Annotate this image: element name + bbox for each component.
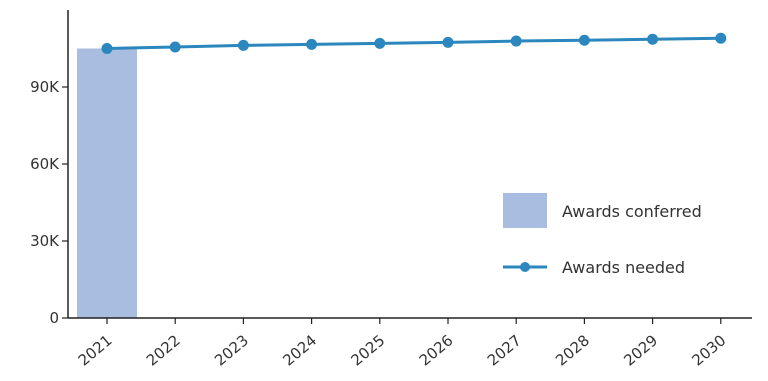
y-ticks: 0 30K 60K 90K <box>30 78 68 327</box>
legend-marker-awards-needed <box>520 262 530 272</box>
legend-swatch-awards-conferred <box>503 193 547 228</box>
x-tick-label: 2025 <box>348 331 389 369</box>
x-tick-label: 2030 <box>689 331 730 369</box>
x-tick-label: 2026 <box>416 331 457 369</box>
x-tick-label: 2024 <box>279 331 320 369</box>
x-ticks: 2021 2022 2023 2024 2025 2026 2027 2028 2029 2030 <box>75 318 730 370</box>
legend-label-awards-conferred: Awards conferred <box>562 202 702 221</box>
point-awards-needed <box>715 32 727 44</box>
point-awards-needed <box>169 41 181 53</box>
point-awards-needed <box>578 34 590 46</box>
legend: Awards conferred Awards needed <box>503 193 702 277</box>
line-series <box>101 32 727 54</box>
point-awards-needed <box>237 39 249 51</box>
point-awards-needed <box>101 43 113 54</box>
line-awards-needed <box>106 36 721 50</box>
point-awards-needed <box>374 37 386 49</box>
y-tick-label: 30K <box>30 232 60 250</box>
y-tick-label: 0 <box>49 309 59 327</box>
x-tick-label: 2029 <box>620 331 661 369</box>
y-tick-label: 60K <box>30 155 60 173</box>
point-awards-needed <box>647 33 659 45</box>
y-tick-label: 90K <box>30 78 60 96</box>
x-tick-label: 2022 <box>143 331 184 369</box>
point-awards-needed <box>510 35 522 47</box>
legend-label-awards-needed: Awards needed <box>562 258 685 277</box>
bar-group <box>77 48 137 318</box>
x-tick-label: 2021 <box>75 331 116 369</box>
x-tick-label: 2028 <box>552 331 593 369</box>
x-tick-label: 2027 <box>484 331 525 369</box>
x-tick-label: 2023 <box>211 331 252 369</box>
bar-awards-conferred <box>77 48 137 318</box>
point-awards-needed <box>442 36 454 48</box>
point-awards-needed <box>306 38 318 50</box>
